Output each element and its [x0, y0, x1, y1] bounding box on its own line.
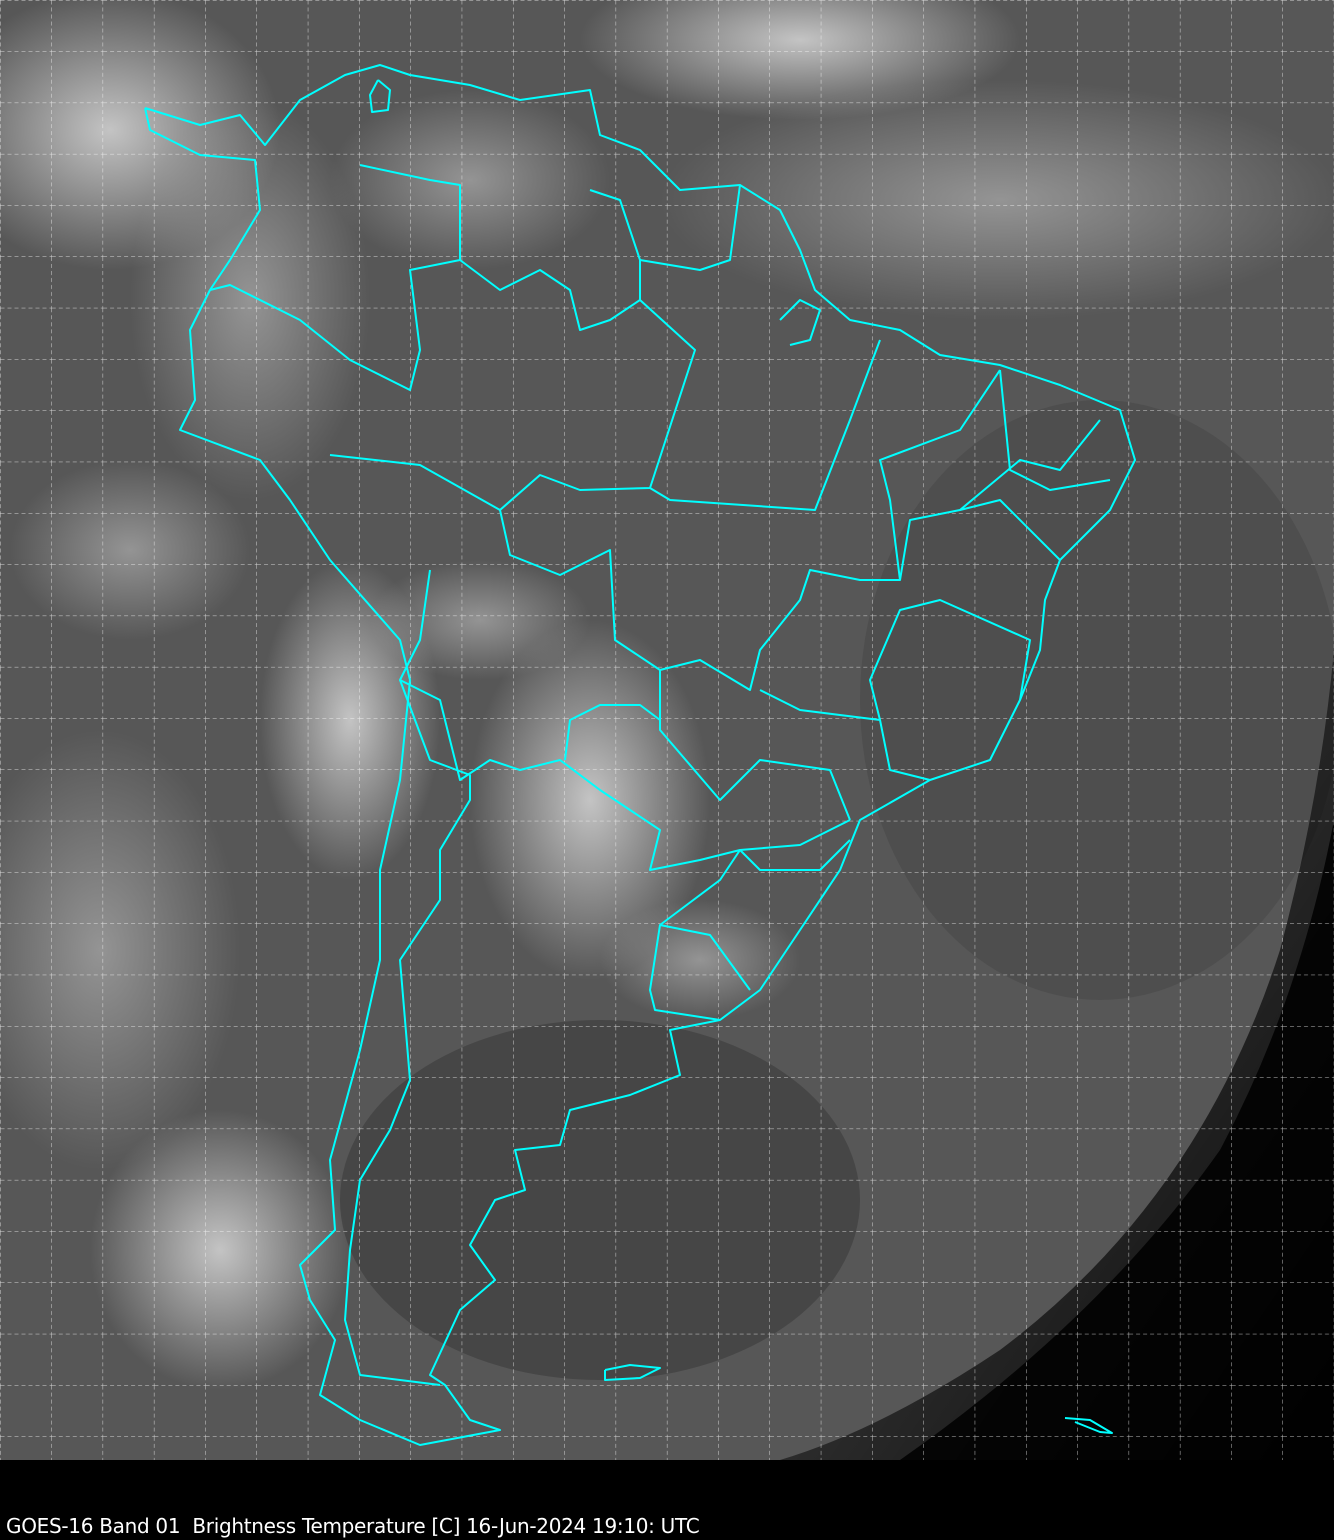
coastline [144, 64, 1136, 1446]
lake-maracaibo [369, 79, 391, 113]
border-line [999, 369, 1111, 491]
border-line [639, 184, 741, 271]
border-line [209, 164, 461, 391]
border-line [459, 189, 641, 331]
south-georgia [1064, 1417, 1113, 1434]
falkland-islands [604, 1364, 661, 1381]
border-line [344, 679, 471, 1386]
border-line [499, 509, 851, 821]
border-line [739, 839, 851, 871]
border-line [869, 599, 1031, 721]
border-line [399, 569, 851, 871]
border-line [959, 499, 1061, 561]
country-borders [144, 64, 1136, 1446]
border-line [649, 339, 881, 511]
satellite-imagery [0, 0, 1334, 1460]
image-caption: GOES-16 Band 01 Brightness Temperature [… [6, 1514, 700, 1538]
border-line [329, 299, 696, 511]
border-line [564, 704, 661, 761]
border-line [899, 419, 1101, 581]
border-line [659, 369, 1001, 691]
coastline-amazon-delta [779, 299, 821, 346]
lat-lon-grid [0, 0, 1334, 1460]
border-line [659, 924, 751, 991]
